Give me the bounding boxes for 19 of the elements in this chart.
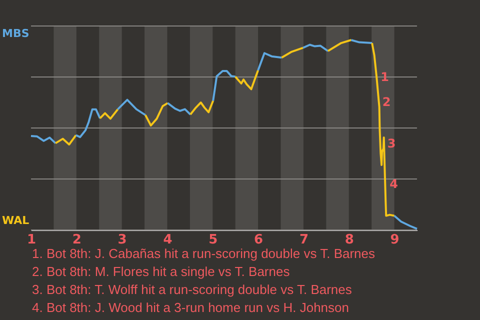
x-tick-label: 6 — [254, 232, 264, 248]
x-tick-label: 4 — [163, 232, 172, 248]
x-tick-label: 7 — [299, 232, 308, 248]
text: 1. Bot 8th: J. Cabañas hit a run-scoring double vs T. Barnes — [32, 246, 376, 261]
x-tick-label: 3 — [118, 232, 127, 248]
x-tick-label: 8 — [344, 232, 354, 248]
annotation: 2 — [382, 94, 391, 109]
text: 3. Bot 8th: T. Wolff hit a run-scoring double vs T. Barnes — [32, 282, 352, 297]
text: WAL — [2, 214, 30, 227]
annotation: 4 — [390, 177, 398, 192]
x-tick-label: 5 — [208, 232, 218, 248]
text: MBS — [2, 27, 30, 40]
text: 4. Bot 8th: J. Wood hit a 3-run home run vs H. Johnson — [32, 300, 349, 315]
x-tick-label: 1 — [26, 232, 36, 248]
annotation: 3 — [387, 136, 396, 150]
text: 2. Bot 8th: M. Flores hit a single vs T. Barnes — [32, 264, 290, 279]
x-tick-label: 9 — [390, 232, 400, 248]
x-tick-label: 2 — [72, 232, 82, 248]
annotation: 1 — [380, 70, 389, 84]
